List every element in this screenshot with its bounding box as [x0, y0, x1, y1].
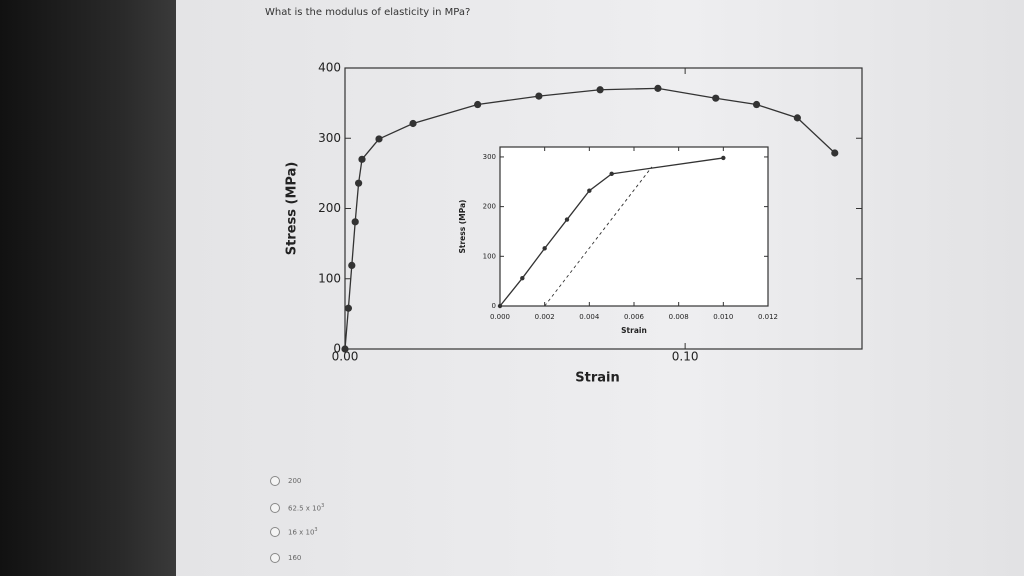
- radio-button[interactable]: [270, 476, 280, 486]
- x-axis-label: Strain: [575, 371, 619, 386]
- option-label[interactable]: 16 x 10: [288, 528, 315, 537]
- x-tick-label: 0.006: [624, 313, 645, 321]
- option[interactable]: 16 x 103: [270, 527, 318, 537]
- data-point: [712, 94, 720, 102]
- data-point: [831, 149, 839, 157]
- left-bezel: [0, 0, 176, 576]
- option[interactable]: 62.5 x 103: [270, 503, 324, 513]
- data-point: [721, 155, 726, 161]
- option-label[interactable]: 160: [288, 554, 302, 562]
- y-tick-label: 200: [318, 201, 341, 215]
- radio-button[interactable]: [270, 527, 280, 537]
- x-axis-label: Strain: [621, 326, 647, 335]
- data-point: [341, 345, 349, 353]
- y-tick-label: 100: [483, 252, 496, 260]
- option-label[interactable]: 200: [288, 477, 302, 485]
- y-axis-label: Stress (MPa): [458, 200, 467, 254]
- radio-button[interactable]: [270, 553, 280, 563]
- y-axis-label: Stress (MPa): [285, 162, 300, 256]
- data-point: [358, 155, 366, 163]
- x-tick-label: 0.10: [672, 350, 699, 364]
- y-tick-label: 400: [318, 61, 341, 75]
- x-tick-label: 0.008: [669, 313, 689, 321]
- option-text: 200: [288, 477, 301, 485]
- radio-button[interactable]: [270, 503, 280, 513]
- x-tick-label: 0.012: [758, 313, 778, 321]
- x-tick-label: 0.00: [332, 350, 359, 364]
- data-point: [355, 179, 363, 187]
- data-point: [351, 218, 359, 226]
- y-tick-label: 200: [483, 203, 496, 211]
- plot-area: [499, 146, 769, 307]
- data-point: [793, 114, 801, 122]
- data-point: [542, 246, 547, 251]
- x-tick-label: 0.000: [490, 313, 510, 321]
- data-point: [497, 303, 503, 309]
- x-tick-label: 0.010: [713, 313, 733, 321]
- data-point: [596, 86, 604, 94]
- data-point: [474, 100, 482, 109]
- y-tick-label: 0: [333, 342, 341, 356]
- data-point: [375, 135, 383, 143]
- data-point: [344, 304, 353, 312]
- y-tick-label: 300: [318, 131, 341, 145]
- x-tick-label: 0.002: [535, 313, 555, 321]
- data-point: [409, 119, 417, 128]
- offset-line: [544, 166, 653, 307]
- data-point: [348, 261, 356, 270]
- question: What is the modulus of elasticity in MPa…: [265, 7, 471, 18]
- data-point: [520, 275, 525, 281]
- option[interactable]: 200: [270, 476, 301, 486]
- y-tick-label: 300: [483, 153, 496, 161]
- data-point: [587, 188, 592, 193]
- x-tick-label: 0.004: [579, 313, 600, 321]
- data-point: [564, 217, 570, 222]
- option-superscript: 3: [321, 503, 325, 510]
- y-tick-label: 100: [318, 271, 341, 285]
- data-point: [609, 171, 614, 177]
- option[interactable]: 160: [270, 553, 301, 563]
- option-text: 62.5 x 103: [288, 503, 324, 512]
- data-point: [654, 84, 662, 92]
- option-text: 160: [288, 554, 301, 562]
- data-line: [344, 87, 836, 350]
- option-text: 16 x 103: [288, 527, 318, 536]
- option-superscript: 3: [314, 527, 318, 534]
- data-point: [752, 100, 761, 109]
- option-label[interactable]: 62.5 x 10: [288, 504, 322, 513]
- y-tick-label: 0: [492, 302, 496, 310]
- data-point: [535, 92, 543, 100]
